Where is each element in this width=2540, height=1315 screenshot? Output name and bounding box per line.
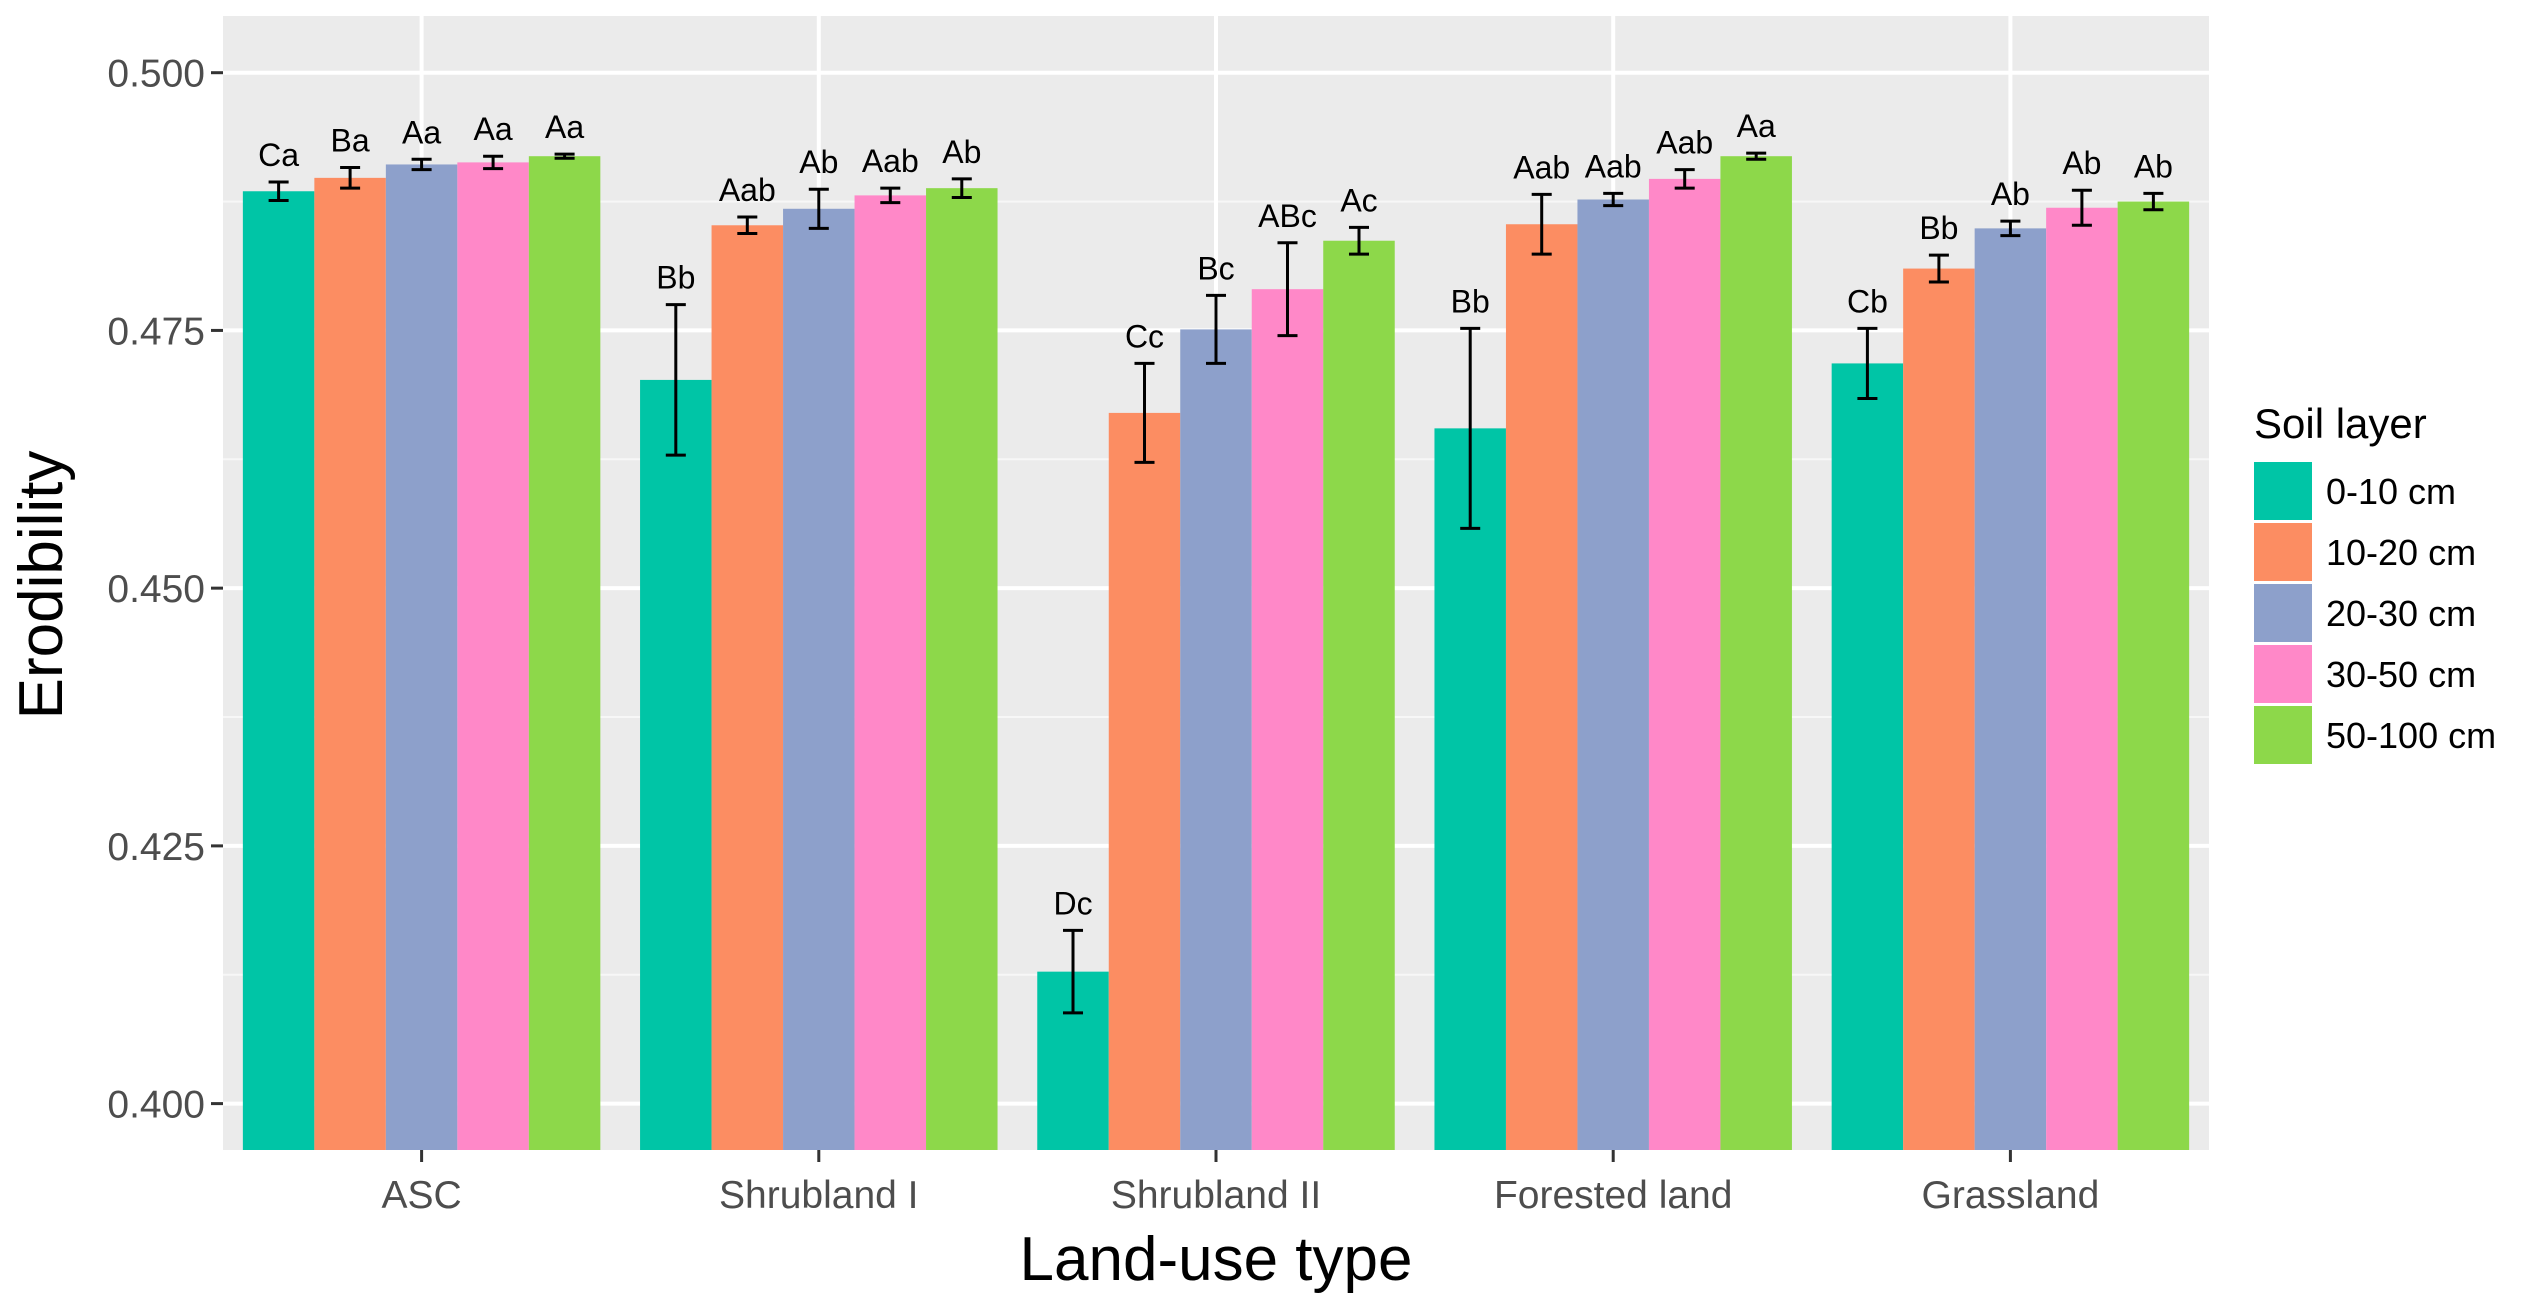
bar-significance-label: Aa (474, 111, 513, 147)
bar (1648, 178, 1721, 1150)
bar-significance-label: ABc (1258, 198, 1317, 234)
y-tick-label: 0.450 (107, 568, 205, 611)
bar (1831, 363, 1904, 1150)
bar-significance-label: Aab (1656, 125, 1713, 161)
bar-significance-label: Bc (1197, 250, 1234, 286)
legend-title: Soil layer (2254, 400, 2427, 447)
bar-significance-label: Ab (2134, 148, 2173, 184)
bar (242, 191, 315, 1151)
bar-significance-label: Aab (719, 172, 776, 208)
x-axis-title: Land-use type (1020, 1225, 1413, 1294)
legend-swatch (2254, 462, 2312, 520)
bar (854, 195, 927, 1151)
y-axis: 0.400 0.425 0.450 0.475 0.500 (107, 53, 223, 1127)
bar (783, 208, 855, 1150)
bar-significance-label: Cc (1125, 318, 1164, 354)
y-tick-label: 0.400 (107, 1084, 205, 1127)
bar-significance-label: Aa (545, 109, 584, 145)
legend-swatch (2254, 523, 2312, 581)
bar-significance-label: Aab (862, 143, 919, 179)
bar (457, 162, 529, 1150)
bars (242, 156, 2190, 1151)
bar-significance-label: Ab (942, 134, 981, 170)
bar-significance-label: Dc (1053, 885, 1092, 921)
bar-significance-label: Bb (656, 260, 695, 296)
legend: Soil layer 0-10 cm 10-20 cm 20-30 cm 30-50 … (2254, 400, 2496, 764)
error-bars (268, 151, 2164, 1015)
bar (711, 225, 784, 1151)
legend-swatch (2254, 645, 2312, 703)
bar (1251, 289, 1324, 1150)
bar (314, 177, 386, 1150)
legend-swatch (2254, 706, 2312, 764)
bar (385, 164, 458, 1150)
legend-items: 0-10 cm 10-20 cm 20-30 cm 30-50 cm 50-100 cm (2254, 462, 2496, 764)
y-tick-label: 0.425 (107, 826, 205, 869)
bar (640, 379, 712, 1151)
x-axis: ASC Shrubland I Shrubland II Forested land G… (381, 1150, 2099, 1217)
legend-swatch (2254, 584, 2312, 642)
bar-significance-label: Aa (402, 114, 441, 150)
x-tick-label: ASC (381, 1174, 461, 1217)
legend-label: 10-20 cm (2326, 532, 2476, 573)
bar (528, 156, 601, 1151)
bar (926, 188, 998, 1151)
bar (1505, 224, 1578, 1150)
bar-significance-label: Ab (799, 144, 838, 180)
bar (1720, 156, 1792, 1151)
legend-label: 20-30 cm (2326, 593, 2476, 634)
bar-labels: Ca Bb Dc Bb Cb Ba Aab Cc Aab Bb Aa Ab Bc Aab Ab Aa Aab AB… (258, 108, 2173, 921)
bar-significance-label: Aab (1513, 149, 1570, 185)
y-tick-label: 0.500 (107, 53, 205, 96)
bar-significance-label: Ca (258, 137, 299, 173)
bar-significance-label: Aab (1585, 148, 1642, 184)
bar-significance-label: Ab (2062, 145, 2101, 181)
bar-significance-label: Ab (1991, 176, 2030, 212)
bar (2117, 201, 2190, 1151)
bar-significance-label: Ba (331, 123, 370, 159)
bar (1974, 228, 2047, 1150)
x-tick-label: Forested land (1494, 1174, 1732, 1217)
legend-label: 50-100 cm (2326, 715, 2496, 756)
bar (1434, 428, 1506, 1150)
legend-label: 0-10 cm (2326, 471, 2456, 512)
y-axis-title: Erodibility (7, 451, 76, 720)
bar (1180, 329, 1252, 1150)
bar-significance-label: Ac (1340, 182, 1377, 218)
bar (2046, 207, 2118, 1150)
x-tick-label: Shrubland I (719, 1174, 918, 1217)
bar-significance-label: Bb (1451, 283, 1490, 319)
x-tick-label: Shrubland II (1111, 1174, 1321, 1217)
x-tick-label: Grassland (1922, 1174, 2100, 1217)
bar-significance-label: Aa (1737, 108, 1776, 144)
bar (1108, 412, 1181, 1150)
y-tick-label: 0.475 (107, 310, 205, 353)
bar (1323, 240, 1395, 1151)
bar-significance-label: Cb (1847, 283, 1888, 319)
bar-significance-label: Bb (1919, 210, 1958, 246)
bar (1903, 268, 1975, 1150)
bar (1577, 199, 1649, 1150)
legend-label: 30-50 cm (2326, 654, 2476, 695)
